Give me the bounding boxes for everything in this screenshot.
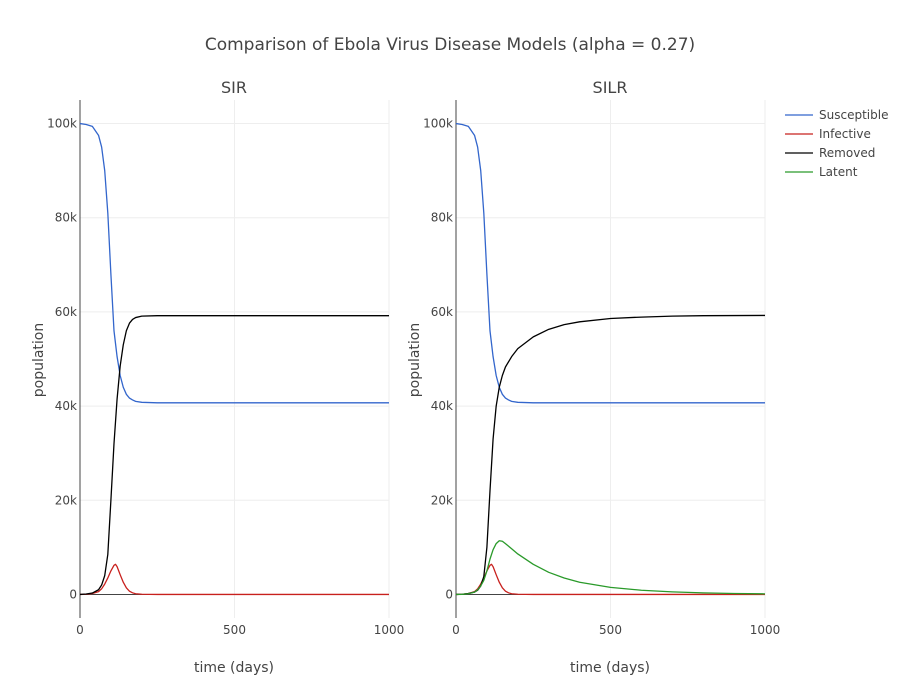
- grid-lines: [80, 100, 390, 618]
- y-tick-label: 80k: [55, 211, 77, 225]
- subplot-silr: SILR 0 20k 40k 60k 80k 100k 0 500 1000 time (day…: [407, 78, 780, 676]
- y-tick-label: 60k: [55, 305, 77, 319]
- legend: Susceptible Infective Removed Latent: [785, 108, 888, 179]
- series-line-infective: [79, 563, 389, 596]
- x-axis-title: time (days): [194, 660, 274, 676]
- y-tick-label: 40k: [431, 399, 453, 413]
- y-tick-label: 80k: [431, 211, 453, 225]
- y-tick-label: 40k: [55, 399, 77, 413]
- figure-title: Comparison of Ebola Virus Disease Models…: [205, 35, 695, 55]
- x-axis-title: time (days): [570, 660, 650, 676]
- y-tick-label: 0: [445, 587, 453, 601]
- x-tick-label: 0: [452, 623, 460, 637]
- x-tick-label: 1000: [374, 623, 405, 637]
- tick-labels: 0 20k 40k 60k 80k 100k 0 500 1000: [47, 117, 404, 637]
- subplot-sir: SIR 0 20k 40k 60k 80k 100k 0 500 1000 time (days…: [31, 78, 404, 676]
- legend-label-removed: Removed: [819, 146, 875, 160]
- legend-item-latent: Latent: [785, 165, 858, 179]
- y-axis-title: population: [407, 323, 423, 398]
- series-line-removed: [79, 315, 389, 596]
- legend-label-susceptible: Susceptible: [819, 108, 888, 122]
- x-tick-label: 500: [223, 623, 246, 637]
- series-line-susceptible: [79, 122, 389, 404]
- x-tick-label: 0: [76, 623, 84, 637]
- y-tick-label: 100k: [423, 117, 453, 131]
- y-axis-title: population: [31, 323, 47, 398]
- legend-item-infective: Infective: [785, 127, 871, 141]
- legend-label-latent: Latent: [819, 165, 858, 179]
- legend-item-removed: Removed: [785, 146, 875, 160]
- series-lines: [455, 122, 766, 596]
- y-tick-label: 60k: [431, 305, 453, 319]
- y-tick-label: 100k: [47, 117, 77, 131]
- legend-item-susceptible: Susceptible: [785, 108, 888, 122]
- legend-label-infective: Infective: [819, 127, 871, 141]
- series-lines: [79, 122, 389, 596]
- x-tick-label: 1000: [750, 623, 781, 637]
- y-tick-label: 20k: [431, 493, 453, 507]
- series-line-latent: [455, 540, 766, 596]
- grid-lines: [456, 100, 766, 618]
- x-tick-label: 500: [599, 623, 622, 637]
- tick-labels: 0 20k 40k 60k 80k 100k 0 500 1000: [423, 117, 780, 637]
- y-tick-label: 20k: [55, 493, 77, 507]
- subplot-title-sir: SIR: [221, 78, 247, 97]
- series-line-susceptible: [455, 122, 765, 404]
- subplot-title-silr: SILR: [593, 78, 628, 97]
- y-tick-label: 0: [69, 587, 77, 601]
